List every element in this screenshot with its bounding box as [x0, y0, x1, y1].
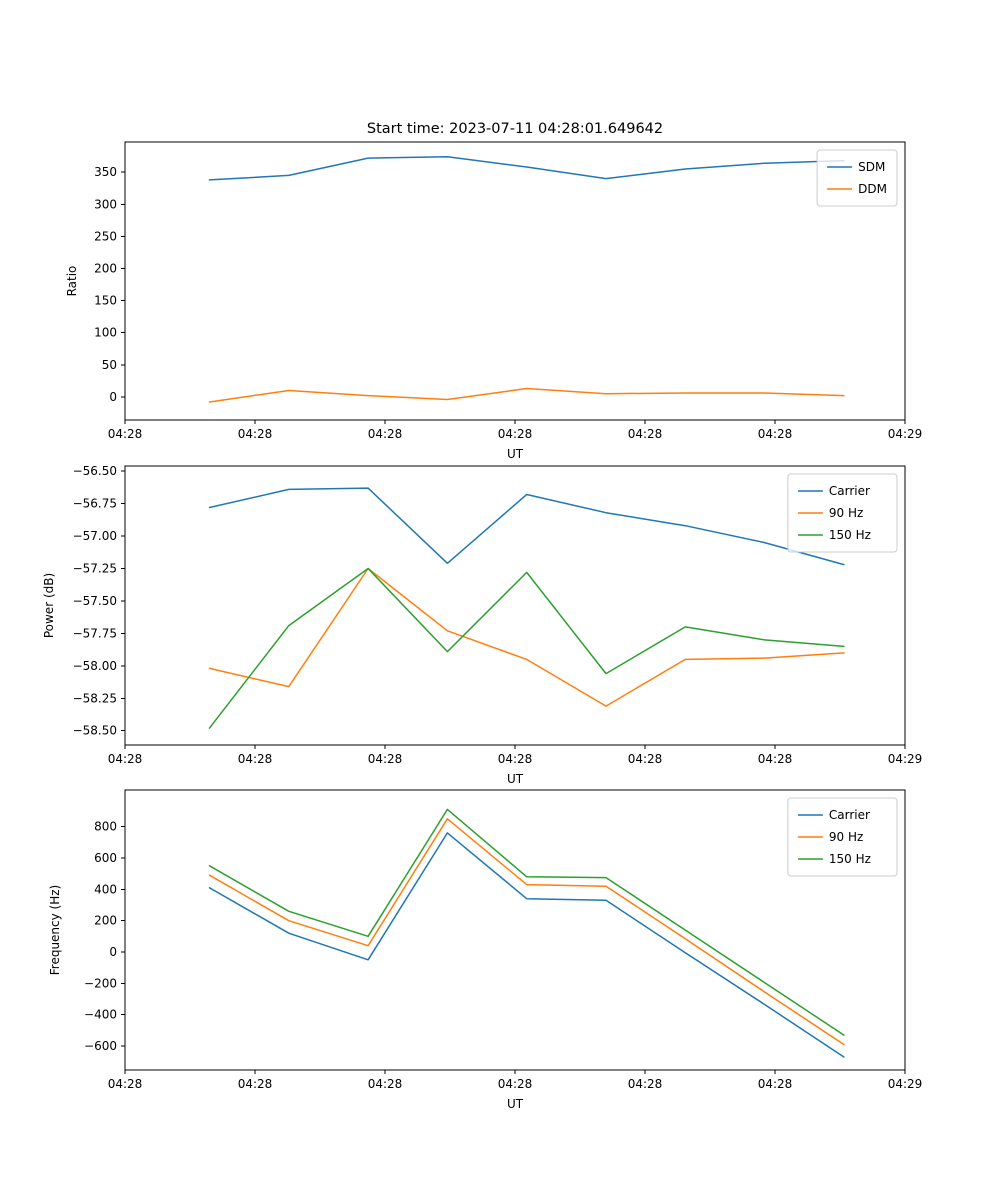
y-tick-label: −600	[84, 1039, 117, 1053]
y-tick-label: 0	[109, 945, 117, 959]
legend-box	[787, 473, 898, 553]
x-tick-label: 04:28	[108, 1077, 143, 1091]
x-tick-label: 04:28	[368, 1077, 403, 1091]
x-axis-label: UT	[507, 772, 524, 786]
x-tick-label: 04:29	[888, 427, 923, 441]
x-tick-label: 04:28	[368, 752, 403, 766]
x-tick-label: 04:28	[758, 752, 793, 766]
legend: Carrier 90 Hz 150 Hz	[787, 473, 898, 553]
series-line-ddm	[208, 387, 845, 403]
y-tick-label: 0	[109, 390, 117, 404]
y-tick-label: −57.75	[73, 626, 117, 640]
y-tick-label: −58.25	[73, 691, 117, 705]
y-tick-label: 250	[94, 229, 117, 243]
legend-entry-label: Carrier	[829, 808, 870, 822]
y-axis-label: Power (dB)	[42, 573, 56, 638]
y-tick-label: −57.25	[73, 562, 117, 576]
legend-entry-label: DDM	[858, 182, 887, 196]
y-tick-label: −400	[84, 1008, 117, 1022]
x-tick-label: 04:28	[628, 427, 663, 441]
y-tick-label: 150	[94, 294, 117, 308]
y-tick-label: 200	[94, 914, 117, 928]
legend-entry-label: 150 Hz	[829, 528, 871, 542]
figure-title: Start time: 2023-07-11 04:28:01.649642	[367, 121, 663, 137]
y-tick-label: 50	[102, 358, 117, 372]
series-line-90-hz	[208, 567, 845, 707]
series-line-150-hz	[208, 567, 845, 729]
y-tick-label: −58.00	[73, 659, 117, 673]
x-tick-label: 04:28	[628, 1077, 663, 1091]
x-tick-label: 04:28	[238, 427, 273, 441]
x-tick-label: 04:28	[108, 752, 143, 766]
y-tick-label: 200	[94, 261, 117, 275]
series-line-90-hz	[208, 818, 845, 1046]
series-line-carrier	[208, 832, 845, 1058]
y-tick-label: 600	[94, 851, 117, 865]
legend-entry-label: SDM	[858, 160, 885, 174]
x-tick-label: 04:28	[758, 1077, 793, 1091]
series-line-sdm	[208, 156, 845, 181]
x-tick-label: 04:28	[108, 427, 143, 441]
y-tick-label: −56.50	[73, 464, 117, 478]
y-axis-label: Frequency (Hz)	[48, 885, 62, 976]
y-tick-label: −200	[84, 976, 117, 990]
y-tick-label: −57.50	[73, 594, 117, 608]
legend-entry-label: 90 Hz	[829, 830, 863, 844]
legend: SDM DDM	[816, 149, 898, 207]
series-line-150-hz	[208, 808, 845, 1036]
y-tick-label: 300	[94, 197, 117, 211]
legend-entry-label: 150 Hz	[829, 852, 871, 866]
y-tick-label: 100	[94, 326, 117, 340]
y-axis-label: Ratio	[65, 266, 79, 297]
y-tick-label: 400	[94, 882, 117, 896]
x-tick-label: 04:29	[888, 1077, 923, 1091]
legend-box	[816, 149, 898, 207]
y-tick-label: −56.75	[73, 497, 117, 511]
y-tick-label: −57.00	[73, 529, 117, 543]
y-tick-label: 800	[94, 820, 117, 834]
x-axis-label: UT	[507, 1097, 524, 1111]
y-tick-label: 350	[94, 165, 117, 179]
y-tick-label: −58.50	[73, 724, 117, 738]
x-tick-label: 04:28	[758, 427, 793, 441]
x-tick-label: 04:29	[888, 752, 923, 766]
chart-frequency: 04:28 04:28 04:28 04:28 04:28 04:28 04:29 800 60…	[48, 789, 923, 1111]
x-tick-label: 04:28	[368, 427, 403, 441]
x-tick-label: 04:28	[238, 1077, 273, 1091]
series-line-carrier	[208, 487, 845, 566]
chart-power: 04:28 04:28 04:28 04:28 04:28 04:28 04:29 −56.5…	[42, 464, 922, 786]
legend-entry-label: Carrier	[829, 484, 870, 498]
legend-box	[787, 797, 898, 877]
legend-entry-label: 90 Hz	[829, 506, 863, 520]
x-tick-label: 04:28	[628, 752, 663, 766]
x-tick-label: 04:28	[498, 1077, 533, 1091]
legend: Carrier 90 Hz 150 Hz	[787, 797, 898, 877]
x-tick-label: 04:28	[238, 752, 273, 766]
chart-ratio: 04:28 04:28 04:28 04:28 04:28 04:28 04:29 0 50 10…	[65, 141, 923, 461]
axes-frame	[124, 141, 906, 421]
x-tick-label: 04:28	[498, 427, 533, 441]
x-axis-label: UT	[507, 447, 524, 461]
x-tick-label: 04:28	[498, 752, 533, 766]
